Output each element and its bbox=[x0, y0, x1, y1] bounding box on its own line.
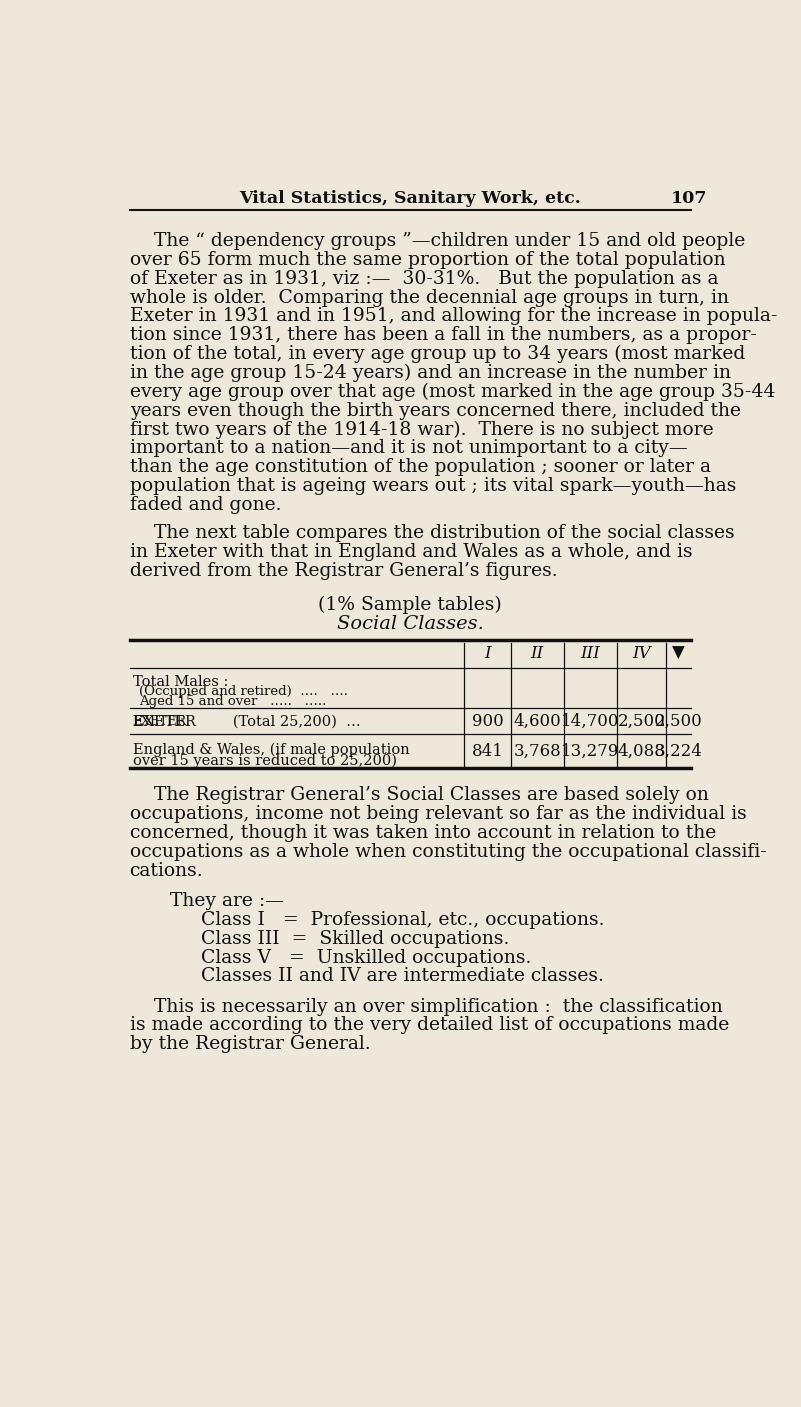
Text: Vital Statistics, Sanitary Work, etc.: Vital Statistics, Sanitary Work, etc. bbox=[239, 190, 581, 207]
Text: cations.: cations. bbox=[130, 861, 203, 879]
Text: tion since 1931, there has been a fall in the numbers, as a propor-: tion since 1931, there has been a fall i… bbox=[130, 326, 756, 345]
Text: 107: 107 bbox=[671, 190, 707, 207]
Text: IV: IV bbox=[632, 646, 650, 663]
Text: 2,500: 2,500 bbox=[618, 713, 666, 730]
Text: every age group over that age (most marked in the age group 35-44: every age group over that age (most mark… bbox=[130, 383, 775, 401]
Text: England & Wales, (if male population: England & Wales, (if male population bbox=[133, 743, 409, 757]
Text: 3,224: 3,224 bbox=[654, 743, 702, 760]
Text: Classes II and IV are intermediate classes.: Classes II and IV are intermediate class… bbox=[201, 968, 604, 985]
Text: in Exeter with that in England and Wales as a whole, and is: in Exeter with that in England and Wales… bbox=[130, 543, 692, 561]
Text: (Occupied and retired)  ….   ….: (Occupied and retired) …. …. bbox=[139, 685, 348, 698]
Text: Class III  =  Skilled occupations.: Class III = Skilled occupations. bbox=[201, 930, 509, 948]
Text: 13,279: 13,279 bbox=[562, 743, 619, 760]
Text: derived from the Registrar General’s figures.: derived from the Registrar General’s fig… bbox=[130, 563, 557, 580]
Text: Total Males :: Total Males : bbox=[133, 674, 228, 688]
Text: EXETER: EXETER bbox=[133, 715, 187, 727]
Text: important to a nation—and it is not unimportant to a city—: important to a nation—and it is not unim… bbox=[130, 439, 687, 457]
Text: population that is ageing wears out ; its vital spark—youth—has: population that is ageing wears out ; it… bbox=[130, 477, 736, 495]
Text: 900: 900 bbox=[472, 713, 504, 730]
Text: over 65 form much the same proportion of the total population: over 65 form much the same proportion of… bbox=[130, 250, 725, 269]
Text: whole is older.  Comparing the decennial age groups in turn, in: whole is older. Comparing the decennial … bbox=[130, 288, 729, 307]
Text: is made according to the very detailed list of occupations made: is made according to the very detailed l… bbox=[130, 1016, 729, 1034]
Text: Class I   =  Professional, etc., occupations.: Class I = Professional, etc., occupation… bbox=[201, 910, 605, 929]
Text: (1% Sample tables): (1% Sample tables) bbox=[318, 597, 502, 615]
Text: III: III bbox=[581, 646, 600, 663]
Text: 4,600: 4,600 bbox=[513, 713, 561, 730]
Text: The Registrar General’s Social Classes are based solely on: The Registrar General’s Social Classes a… bbox=[130, 787, 708, 805]
Text: Aged 15 and over   …..   …..: Aged 15 and over ….. ….. bbox=[139, 695, 326, 708]
Text: Class V   =  Unskilled occupations.: Class V = Unskilled occupations. bbox=[201, 948, 531, 967]
Text: 4,088: 4,088 bbox=[618, 743, 666, 760]
Text: EXETER        (Total 25,200)  …: EXETER (Total 25,200) … bbox=[133, 715, 360, 729]
Text: Social Classes.: Social Classes. bbox=[336, 615, 484, 633]
Text: over 15 years is reduced to 25,200): over 15 years is reduced to 25,200) bbox=[133, 753, 396, 768]
Text: occupations, income not being relevant so far as the individual is: occupations, income not being relevant s… bbox=[130, 805, 747, 823]
Text: ▼: ▼ bbox=[672, 646, 685, 663]
Text: tion of the total, in every age group up to 34 years (most marked: tion of the total, in every age group up… bbox=[130, 345, 745, 363]
Text: first two years of the 1914-18 war).  There is no subject more: first two years of the 1914-18 war). The… bbox=[130, 421, 713, 439]
Text: Exeter in 1931 and in 1951, and allowing for the increase in popula-: Exeter in 1931 and in 1951, and allowing… bbox=[130, 308, 777, 325]
Text: by the Registrar General.: by the Registrar General. bbox=[130, 1036, 370, 1054]
Text: of Exeter as in 1931, viz :—  30-31%.   But the population as a: of Exeter as in 1931, viz :— 30-31%. But… bbox=[130, 270, 718, 287]
Text: They are :—: They are :— bbox=[170, 892, 284, 910]
Text: years even though the birth years concerned there, included the: years even though the birth years concer… bbox=[130, 402, 741, 419]
Text: faded and gone.: faded and gone. bbox=[130, 497, 281, 514]
Text: 841: 841 bbox=[472, 743, 504, 760]
Text: II: II bbox=[530, 646, 544, 663]
Text: This is necessarily an over simplification :  the classification: This is necessarily an over simplificati… bbox=[130, 998, 723, 1016]
Text: 14,700: 14,700 bbox=[561, 713, 619, 730]
Text: concerned, though it was taken into account in relation to the: concerned, though it was taken into acco… bbox=[130, 825, 716, 841]
Text: The next table compares the distribution of the social classes: The next table compares the distribution… bbox=[130, 525, 735, 542]
Text: E: E bbox=[133, 715, 143, 729]
Text: occupations as a whole when constituting the occupational classifi-: occupations as a whole when constituting… bbox=[130, 843, 767, 861]
Text: in the age group 15-24 years) and an increase in the number in: in the age group 15-24 years) and an inc… bbox=[130, 364, 731, 383]
Text: than the age constitution of the population ; sooner or later a: than the age constitution of the populat… bbox=[130, 459, 710, 477]
Text: 2,500: 2,500 bbox=[654, 713, 702, 730]
Text: I: I bbox=[485, 646, 491, 663]
Text: 3,768: 3,768 bbox=[513, 743, 561, 760]
Text: The “ dependency groups ”—children under 15 and old people: The “ dependency groups ”—children under… bbox=[130, 232, 745, 250]
